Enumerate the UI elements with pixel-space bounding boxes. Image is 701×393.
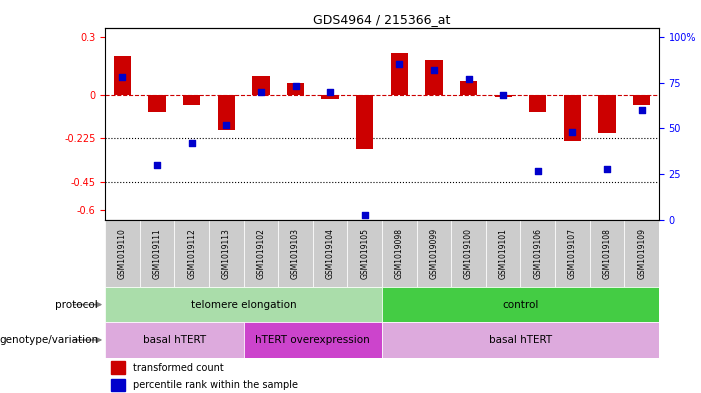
Bar	[105, 220, 139, 287]
Bar	[105, 322, 244, 358]
Text: GSM1019098: GSM1019098	[395, 228, 404, 279]
Bar	[209, 220, 244, 287]
Point	[325, 88, 336, 95]
Point	[151, 162, 163, 168]
Text: GSM1019109: GSM1019109	[637, 228, 646, 279]
Text: GSM1019108: GSM1019108	[603, 228, 611, 279]
Bar	[244, 220, 278, 287]
Text: telomere elongation: telomere elongation	[191, 299, 297, 310]
Point	[221, 121, 232, 128]
Point	[532, 167, 543, 174]
Bar	[348, 220, 382, 287]
Point	[255, 88, 266, 95]
Text: percentile rank within the sample: percentile rank within the sample	[132, 380, 298, 390]
Bar	[356, 95, 374, 149]
Text: protocol: protocol	[55, 299, 98, 310]
Bar	[529, 95, 547, 112]
Text: GSM1019102: GSM1019102	[257, 228, 266, 279]
Text: GSM1019107: GSM1019107	[568, 228, 577, 279]
Bar	[287, 83, 304, 95]
Bar	[382, 322, 659, 358]
Point	[290, 83, 301, 89]
Bar	[111, 361, 125, 373]
Point	[117, 74, 128, 80]
Text: GSM1019112: GSM1019112	[187, 228, 196, 279]
Bar	[633, 95, 651, 105]
Point	[463, 76, 474, 82]
Bar	[382, 287, 659, 322]
Bar	[599, 95, 615, 134]
Text: genotype/variation: genotype/variation	[0, 335, 98, 345]
Bar	[322, 95, 339, 99]
Text: GSM1019104: GSM1019104	[326, 228, 334, 279]
Bar	[278, 220, 313, 287]
Text: GSM1019105: GSM1019105	[360, 228, 369, 279]
Text: GSM1019106: GSM1019106	[533, 228, 543, 279]
Bar	[555, 220, 590, 287]
Bar	[175, 220, 209, 287]
Bar	[111, 379, 125, 391]
Text: GSM1019113: GSM1019113	[222, 228, 231, 279]
Point	[428, 66, 440, 73]
Bar	[217, 95, 235, 130]
Text: control: control	[503, 299, 538, 310]
Bar	[486, 220, 521, 287]
Bar	[494, 95, 512, 97]
Point	[186, 140, 197, 146]
Bar	[252, 75, 270, 95]
Bar	[625, 220, 659, 287]
Bar	[105, 287, 382, 322]
Point	[636, 107, 647, 113]
Bar	[183, 95, 200, 105]
Bar	[451, 220, 486, 287]
Point	[567, 129, 578, 135]
Bar	[244, 322, 382, 358]
Text: GSM1019110: GSM1019110	[118, 228, 127, 279]
Text: transformed count: transformed count	[132, 362, 224, 373]
Point	[498, 92, 509, 99]
Bar	[521, 220, 555, 287]
Bar	[149, 95, 165, 112]
Text: GSM1019101: GSM1019101	[498, 228, 508, 279]
Text: basal hTERT: basal hTERT	[489, 335, 552, 345]
Bar	[114, 56, 131, 95]
Text: GSM1019111: GSM1019111	[153, 228, 161, 279]
Bar	[139, 220, 175, 287]
Bar	[390, 53, 408, 95]
Point	[394, 61, 405, 67]
Bar	[590, 220, 625, 287]
Text: basal hTERT: basal hTERT	[143, 335, 206, 345]
Bar	[416, 220, 451, 287]
Text: GSM1019099: GSM1019099	[430, 228, 438, 279]
Text: GSM1019100: GSM1019100	[464, 228, 473, 279]
Bar	[382, 220, 416, 287]
Bar	[426, 60, 442, 95]
Text: GSM1019103: GSM1019103	[291, 228, 300, 279]
Text: hTERT overexpression: hTERT overexpression	[255, 335, 370, 345]
Bar	[313, 220, 348, 287]
Point	[359, 211, 370, 218]
Title: GDS4964 / 215366_at: GDS4964 / 215366_at	[313, 13, 451, 26]
Bar	[460, 81, 477, 95]
Point	[601, 165, 613, 172]
Bar	[564, 95, 581, 141]
